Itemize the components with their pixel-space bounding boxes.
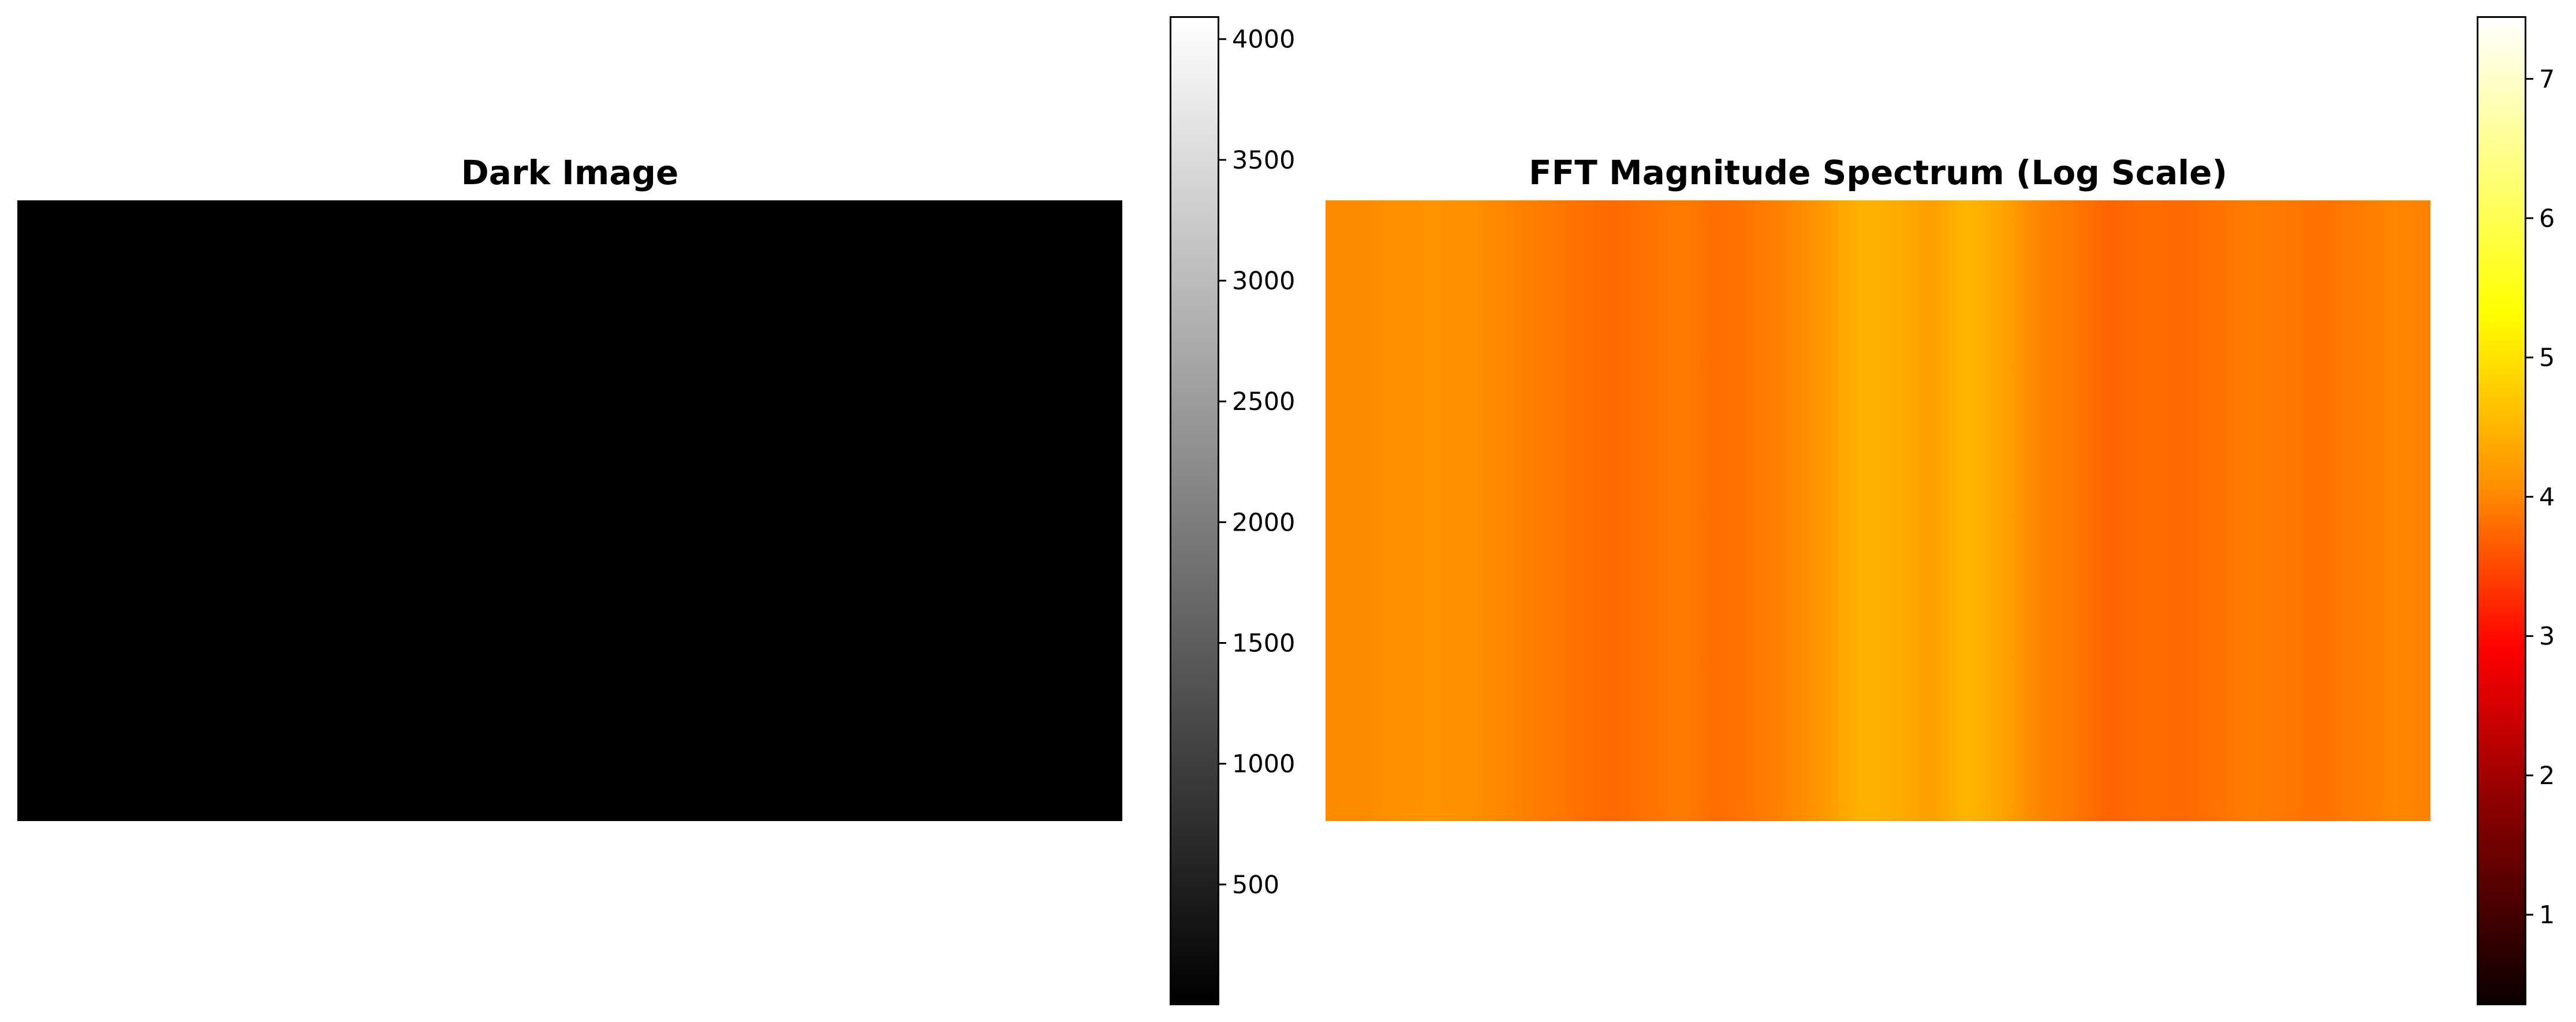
fft-colorbar-tick-label: 6 (2539, 204, 2555, 233)
dark-image-colorbar-tick-label: 1000 (1232, 750, 1295, 779)
dark-image-colorbar-tick-label: 1500 (1232, 629, 1295, 658)
fft-colorbar (2477, 16, 2526, 1005)
fft-colorbar-tick-label: 4 (2539, 483, 2555, 512)
fft-spectrum-title: FFT Magnitude Spectrum (Log Scale) (1529, 153, 2227, 192)
dark-image-colorbar-tick-label: 500 (1232, 871, 1279, 900)
dark-image-colorbar-tick-label: 3500 (1232, 146, 1295, 175)
fft-colorbar-tick-label: 3 (2539, 622, 2555, 651)
dark-image-colorbar (1170, 16, 1219, 1005)
dark-image-colorbar-tick-label: 2500 (1232, 387, 1295, 416)
dark-image-colorbar-axis: 500 1000 1500 2000 2500 3000 3500 4000 (1219, 25, 1295, 900)
dark-image-colorbar-tick-label: 3000 (1232, 267, 1295, 296)
dark-image-title: Dark Image (461, 153, 679, 192)
fft-colorbar-tick-label: 1 (2539, 901, 2555, 930)
fft-colorbar-axis: 1 2 3 4 5 6 7 (2526, 65, 2555, 930)
fft-colorbar-tick-label: 2 (2539, 762, 2555, 790)
dark-image-colorbar-tick-label: 2000 (1232, 508, 1295, 537)
fft-colorbar-tick-label: 5 (2539, 344, 2555, 372)
fft-colorbar-tick-label: 7 (2539, 65, 2555, 94)
fft-spectrum-image (1326, 200, 2431, 821)
dark-image-colorbar-tick-label: 4000 (1232, 25, 1295, 54)
dark-image (17, 200, 1122, 821)
